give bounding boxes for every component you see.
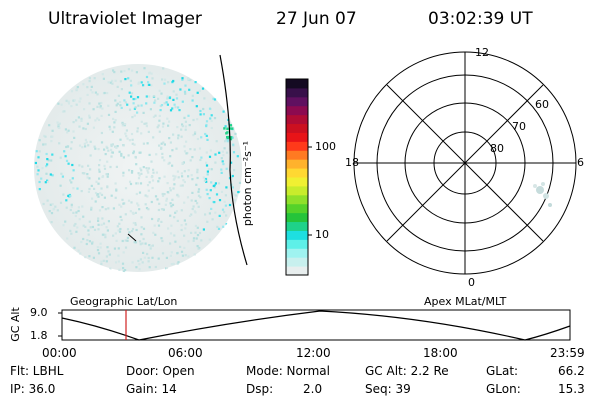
colorbar-swatch [286,159,308,169]
earth-disk [34,64,242,272]
polar-mlt-6: 6 [577,156,584,169]
time-label: 03:02:39 UT [428,9,533,29]
orbit-x-tick-1200: 12:00 [296,346,331,360]
colorbar-swatch [286,203,308,214]
mode-label: Mode: Normal [246,364,330,378]
gc-alt-label: GC Alt: 2.2 Re [365,364,449,378]
colorbar-swatch [286,230,308,240]
polar-lat-80: 80 [490,142,504,155]
polar-mlt-18: 18 [345,156,359,169]
orbit-x-tick-2359: 23:59 [550,346,585,360]
dsp-value: 2.0 [303,382,323,396]
aurora-emission [34,67,242,273]
colorbar-swatch [286,266,308,276]
colorbar-swatch [286,239,308,249]
colorbar-swatch [286,87,308,98]
orbit-plot [58,309,571,341]
colorbar-tick-100: 100 [315,140,336,153]
colorbar-swatch [286,79,308,89]
dsp-label: Dsp: [246,382,274,396]
app-title: Ultraviolet Imager [48,9,202,29]
colorbar-swatch [286,185,308,196]
uv-earth-image [34,54,248,273]
gain-label: Gain: 14 [126,382,177,396]
colorbar-swatch [286,132,308,142]
colorbar-unit-label: photon cm⁻²s⁻¹ [241,140,255,227]
colorbar-swatch [286,221,308,231]
colorbar-swatch [286,248,308,258]
spacecraft-marker [127,233,137,242]
polar-emission [533,182,552,207]
orbit-y-tick-9: 9.0 [30,306,48,319]
polar-lat-70: 70 [512,120,526,133]
orbit-x-tick-1800: 18:00 [423,346,458,360]
glat-value: 66.2 [558,364,585,378]
colorbar [285,78,312,276]
seq-label: Seq: 39 [365,382,411,396]
colorbar-swatch [286,194,308,205]
colorbar-swatch [286,96,308,107]
orbit-left-title: Geographic Lat/Lon [70,295,178,308]
colorbar-tick-10: 10 [315,228,329,241]
glat-label: GLat: [486,364,519,378]
ip-label: IP: 36.0 [10,382,56,396]
polar-grid [353,51,577,275]
filter-label: Flt: LBHL [10,364,64,378]
colorbar-swatch [286,212,308,223]
glon-label: GLon: [486,382,521,396]
polar-mlt-12: 12 [475,46,489,59]
orbit-x-tick-0600: 06:00 [168,346,203,360]
orbit-y-axis-label: GC Alt [8,307,22,342]
colorbar-swatch [286,168,308,178]
door-label: Door: Open [126,364,195,378]
date-label: 27 Jun 07 [276,9,357,29]
orbit-y-tick-1_8: 1.8 [30,329,48,342]
colorbar-swatch [286,257,308,267]
colorbar-swatch [286,141,308,151]
colorbar-swatch [286,123,308,133]
orbit-x-tick-0000: 00:00 [42,346,77,360]
colorbar-swatch [286,177,308,187]
colorbar-swatch [286,114,308,125]
glon-value: 15.3 [558,382,585,396]
orbit-right-title: Apex MLat/MLT [424,295,507,308]
colorbar-swatch [286,150,308,160]
colorbar-swatch [286,105,308,116]
terminator-line [219,54,248,266]
altitude-curve [61,310,571,341]
polar-mlt-0: 0 [468,276,475,289]
polar-lat-60: 60 [535,98,549,111]
